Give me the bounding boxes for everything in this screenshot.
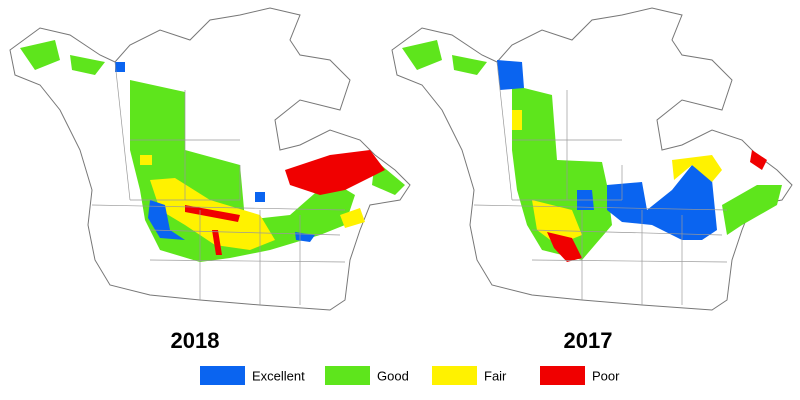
- region-fair: [140, 155, 365, 250]
- legend-swatch: [432, 366, 477, 385]
- legend-swatch: [325, 366, 370, 385]
- region-excellent: [497, 60, 717, 240]
- legend-label: Poor: [592, 368, 620, 383]
- region-good: [402, 40, 782, 260]
- region-excellent: [115, 62, 315, 242]
- map-title: 2017: [564, 328, 613, 353]
- legend-swatch: [540, 366, 585, 385]
- map-title: 2018: [171, 328, 220, 353]
- legend-swatch: [200, 366, 245, 385]
- region-poor: [185, 150, 385, 255]
- legend-label: Excellent: [252, 368, 305, 383]
- region-good: [20, 40, 405, 262]
- region-poor: [547, 150, 767, 262]
- legend: Excellent Good Fair Poor: [200, 366, 620, 385]
- legend-label: Good: [377, 368, 409, 383]
- legend-label: Fair: [484, 368, 507, 383]
- map-2018: [9, 7, 411, 311]
- map-outline: [391, 7, 793, 311]
- map-2017: [391, 7, 793, 311]
- region-fair: [512, 110, 722, 245]
